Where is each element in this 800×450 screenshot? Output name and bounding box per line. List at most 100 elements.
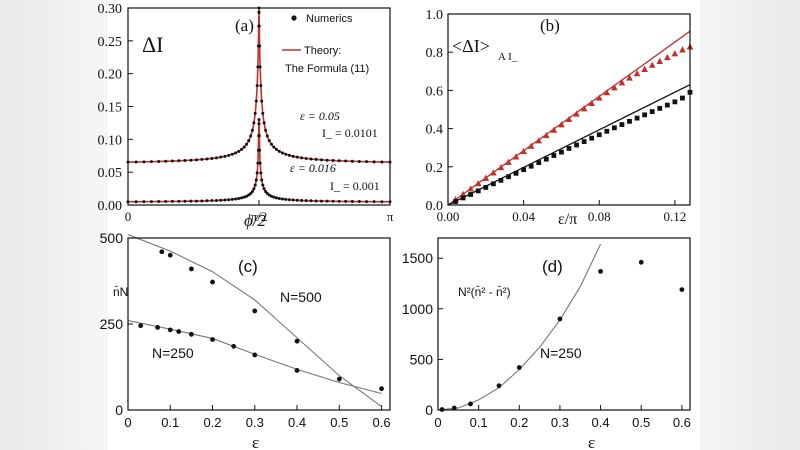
panel-a-numerics-point: [350, 159, 354, 163]
panel-a-numerics-point: [252, 121, 256, 125]
panel-a-numerics-point: [269, 194, 273, 198]
panel-a-numerics-point: [350, 200, 354, 203]
panel-c-xtick-label: 0.6: [373, 415, 391, 430]
panel-a-numerics-point: [134, 160, 138, 164]
panel-b-triangle-point: [633, 69, 641, 77]
panel-d-ytick-label: 0: [425, 402, 433, 418]
panel-a-numerics-point: [319, 158, 323, 162]
panel-a-numerics-point: [252, 187, 256, 191]
panel-a-ytick-label: 0.25: [98, 35, 123, 50]
panel-c-frame: [127, 237, 391, 411]
panel-c-data-point: [138, 323, 144, 329]
panel-a-numerics-point: [262, 121, 266, 125]
panel-d-xtick-label: 0.1: [470, 415, 488, 430]
panel-a-numerics-point: [309, 157, 313, 161]
panel-a-numerics-point: [295, 155, 299, 159]
panel-a-numerics-point: [219, 198, 223, 202]
panel-a-numerics-point: [257, 134, 261, 138]
panel-a-numerics-point: [164, 159, 168, 163]
panel-a-numerics-point: [230, 152, 234, 156]
panel-b-square-point: [574, 142, 579, 148]
panel-a-numerics-point: [253, 111, 257, 115]
panel-c-data-point: [210, 279, 215, 285]
panel-a-numerics-point: [210, 156, 214, 160]
legend-numerics-marker: [291, 15, 297, 21]
panel-a-numerics-point: [254, 178, 258, 182]
panel-b-ytick-label: 0.8: [426, 46, 444, 61]
panel-a-numerics-point: [223, 198, 227, 202]
panel-a-numerics-point: [300, 198, 304, 202]
panel-a-numerics-point: [205, 157, 209, 161]
panel-a-numerics-point: [269, 142, 273, 146]
panel-c-data-point: [231, 343, 237, 349]
panel-a-numerics-point: [274, 196, 278, 200]
panel-a-numerics-point: [250, 189, 254, 193]
panel-d-xlabel: ε: [588, 433, 595, 450]
panel-a-numerics-point: [254, 99, 258, 103]
panel-a-numerics-point: [227, 153, 231, 157]
panel-b-triangle-point: [482, 174, 490, 181]
panel-a-numerics-point: [183, 199, 187, 203]
panel-b-square-point: [468, 192, 474, 197]
panel-a-numerics-point: [357, 159, 361, 163]
panel-d-data-point: [598, 268, 603, 274]
panel-b-square-point: [551, 153, 557, 158]
panel-a-numerics-point: [249, 191, 253, 195]
panel-a-numerics-point: [149, 160, 153, 164]
panel-b-ytick-label: 0.6: [426, 84, 444, 99]
panel-a-numerics-point: [245, 142, 249, 146]
panel-b-square-point: [453, 199, 458, 204]
panel-a-numerics-point: [219, 155, 223, 159]
panel-a-numerics-point: [380, 160, 384, 164]
panel-d-xtick-label: 0.5: [632, 415, 650, 430]
panel-c: 0 250 500 0 0.1 0.2 0.3 0.4 0.5 0.6 (c) n̄N ε N=5…: [100, 230, 391, 450]
annotation-eps-0016: ε = 0.016: [290, 161, 336, 175]
panel-d: 0 500 1000 1500 0 0.1 0.2 0.3 0.4 0.5 0.6 (d) N²(n…: [402, 237, 691, 450]
panel-b-ylabel-sub: A I_: [498, 51, 518, 63]
panel-c-xtick-label: 0.1: [161, 415, 179, 430]
panel-b-triangle-point: [588, 99, 595, 106]
panel-a-ytick-label: 0.05: [98, 166, 123, 181]
panel-a-numerics-point: [331, 199, 335, 203]
panel-d-xtick-label: 0.4: [592, 415, 610, 430]
panel-b-square-point: [680, 95, 685, 101]
panel-c-fit-curve: [127, 234, 382, 408]
panel-a-numerics-point: [237, 196, 241, 200]
panel-c-data-point: [294, 368, 300, 373]
panel-a-numerics-point: [227, 198, 231, 202]
panel-d-ytick-label: 1500: [402, 250, 433, 266]
panel-a-numerics-point: [337, 159, 341, 163]
panel-d-xtick-label: 0.2: [510, 415, 528, 430]
panel-a-numerics-point: [240, 147, 244, 151]
panel-d-frame: [437, 237, 691, 411]
panel-b-ytick-label: 0.0: [426, 199, 444, 214]
panel-b-square-point: [566, 146, 572, 151]
panel-c-data-point: [252, 352, 258, 358]
panel-b-triangle-point: [595, 94, 603, 101]
panel-b-square-point: [664, 102, 670, 108]
panel-a-numerics-point: [344, 199, 348, 203]
panel-d-data-point: [468, 401, 473, 407]
panel-c-data-point: [188, 331, 194, 337]
panel-a-numerics-point: [195, 158, 199, 162]
panel-a-numerics-point: [170, 159, 174, 163]
panel-a-numerics-point: [274, 147, 278, 151]
panel-b-triangle-point: [512, 153, 520, 160]
panel-c-xtick-label: 0: [124, 415, 131, 430]
panel-a-numerics-point: [200, 157, 204, 161]
panel-a-numerics-point: [149, 200, 153, 204]
panel-b-square-point: [634, 115, 640, 121]
panel-b-triangle-point: [520, 147, 527, 155]
panel-a-numerics-point: [272, 145, 276, 149]
panel-c-data-point: [167, 252, 173, 258]
panel-b-triangle-point: [618, 79, 626, 86]
panel-a-numerics-point: [280, 151, 284, 155]
panel-c-label: (c): [238, 257, 258, 276]
panel-a-numerics-point: [365, 200, 369, 204]
panel-c-ytick-label: 0: [115, 402, 123, 418]
panel-a-ytick-label: 0.30: [98, 2, 123, 17]
panel-a-numerics-point: [262, 187, 266, 191]
panel-b-triangle-point: [550, 126, 558, 133]
panel-b-triangle-point: [626, 74, 633, 81]
